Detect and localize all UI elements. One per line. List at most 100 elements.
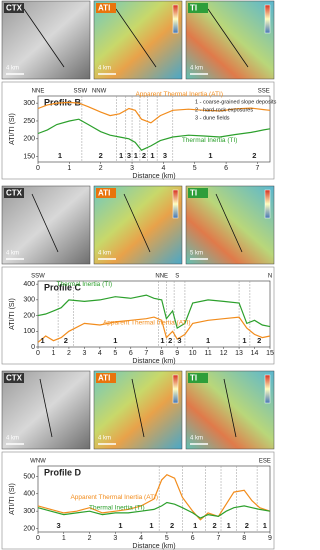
series-label: Apparent Thermal Inertia (ATI) (135, 91, 223, 98)
x-tick-label: 5 (113, 350, 117, 357)
series-line (37, 473, 271, 521)
scale-label: 4 km (190, 436, 203, 442)
unit-label: 1 (149, 521, 153, 530)
profile-trace (115, 8, 157, 68)
unit-label: 2 (170, 521, 174, 530)
x-tick-label: 5 (165, 535, 169, 542)
direction-label: ESE (259, 459, 271, 465)
x-axis-label: Distance (km) (132, 543, 175, 550)
x-tick-label: 10 (189, 350, 197, 357)
scale-label: 4 km (6, 251, 19, 257)
scale-label: 5 km (190, 251, 203, 257)
x-tick-label: 2 (67, 350, 71, 357)
label-box (188, 188, 208, 198)
unit-label: 2 (142, 151, 146, 160)
unit-label: 1 (41, 336, 45, 345)
y-tick-label: 100 (23, 328, 35, 335)
x-tick-label: 2 (88, 535, 92, 542)
y-tick-label: 200 (23, 525, 35, 532)
colorbar (264, 374, 271, 404)
x-tick-label: 14 (251, 350, 259, 357)
unit-label: 3 (177, 336, 181, 345)
x-tick-label: 4 (98, 350, 102, 357)
y-axis-label: ATI/TI (SI) (9, 298, 16, 330)
direction-label: SSW (73, 89, 87, 95)
chart-title: Profile C (44, 282, 82, 292)
direction-label: WNW (30, 459, 46, 465)
colorbar (264, 4, 271, 34)
note: 1 - coarse-grained slope deposits (195, 99, 277, 105)
x-tick-label: 0 (36, 165, 40, 172)
x-tick-label: 4 (139, 535, 143, 542)
direction-label: SSE (258, 89, 270, 95)
x-tick-label: 11 (204, 350, 211, 357)
profile-trace (207, 8, 249, 68)
x-tick-label: 9 (175, 350, 179, 357)
x-tick-label: 6 (191, 535, 195, 542)
x-tick-label: 3 (113, 535, 117, 542)
unit-label: 1 (263, 521, 267, 530)
image-panel (93, 370, 183, 450)
note: 2 - hard-rock exposures (195, 107, 253, 113)
unit-label: 2 (64, 336, 68, 345)
label-box (4, 3, 24, 13)
y-tick-label: 150 (23, 153, 35, 160)
x-tick-label: 12 (220, 350, 228, 357)
y-axis-label: ATI/TI (SI) (9, 113, 16, 145)
unit-label: 1 (150, 151, 154, 160)
y-tick-label: 300 (23, 100, 35, 107)
note: 3 - dune fields (195, 115, 230, 121)
direction-label: N (268, 274, 272, 280)
x-axis-label: Distance (km) (132, 358, 175, 365)
x-tick-label: 7 (144, 350, 148, 357)
x-tick-label: 9 (268, 535, 272, 542)
x-tick-label: 1 (67, 165, 71, 172)
profile-trace (39, 378, 53, 438)
unit-label: 1 (119, 151, 123, 160)
unit-label: 1 (118, 521, 122, 530)
unit-label: 1 (134, 151, 138, 160)
x-tick-label: 6 (224, 165, 228, 172)
label-box (96, 373, 116, 383)
plot-area (37, 280, 271, 348)
x-tick-label: 13 (235, 350, 243, 357)
y-tick-label: 400 (23, 491, 35, 498)
y-axis-label: ATI/TI (SI) (9, 483, 16, 515)
unit-label: 2 (168, 336, 172, 345)
panel-label: ATI (98, 374, 110, 383)
x-tick-label: 8 (242, 535, 246, 542)
panel-label: ATI (98, 4, 110, 13)
image-panel (185, 0, 275, 80)
unit-label: 2 (252, 151, 256, 160)
x-axis-label: Distance (km) (132, 173, 175, 180)
y-tick-label: 200 (23, 312, 35, 319)
unit-label: 2 (99, 151, 103, 160)
series-label: Apparent Thermal Inertia (ATI) (70, 494, 158, 501)
series-line (37, 501, 271, 519)
unit-label: 3 (127, 151, 131, 160)
x-tick-label: 2 (99, 165, 103, 172)
direction-label: NNW (92, 89, 107, 95)
unit-label: 2 (212, 521, 216, 530)
profile-trace (23, 8, 65, 68)
unit-label: 2 (245, 521, 249, 530)
series-label: Thermal Inertia (TI) (89, 504, 145, 511)
x-tick-label: 5 (193, 165, 197, 172)
label-box (4, 188, 24, 198)
panel-label: ATI (98, 189, 110, 198)
x-tick-label: 0 (36, 350, 40, 357)
panel-label: TI (190, 189, 197, 198)
colorbar (264, 189, 271, 219)
x-tick-label: 6 (129, 350, 133, 357)
scale-label: 4 km (190, 66, 203, 72)
series-line (37, 294, 271, 330)
label-box (188, 3, 208, 13)
unit-label: 1 (206, 336, 210, 345)
chart-title: Profile D (44, 467, 82, 477)
profile-trace (223, 378, 237, 438)
panel-label: CTX (6, 189, 23, 198)
series-label: Apparent Thermal Inertia (ATI) (103, 319, 191, 326)
panel-label: TI (190, 374, 197, 383)
series-line (37, 316, 271, 343)
image-panel (93, 0, 183, 80)
